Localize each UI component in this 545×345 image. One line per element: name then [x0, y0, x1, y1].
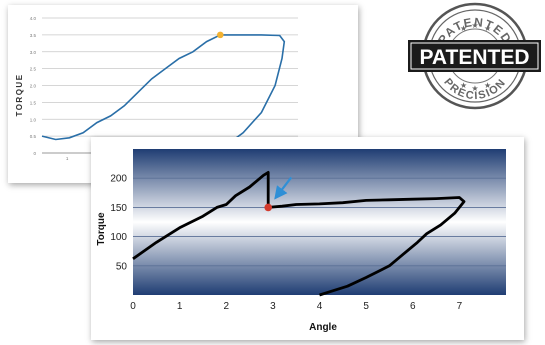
front-x-tick-label: 3 — [270, 301, 276, 312]
front-x-tick-label: 5 — [363, 301, 369, 312]
front-y-tick-labels: 50 100 150 200 — [110, 174, 127, 273]
front-torque-angle-chart: 50 100 150 200 0 1 2 3 4 5 6 7 Torque Angle — [96, 149, 506, 333]
front-y-tick-label: 200 — [110, 174, 127, 185]
patented-seal-icon: PATENTED PRECISION ★ ★ ★ ★ ★ ★ PATENTED — [408, 2, 541, 110]
star-icon: ★ — [471, 84, 478, 93]
front-x-tick-label: 7 — [457, 301, 463, 312]
front-chart-card: 50 100 150 200 0 1 2 3 4 5 6 7 Torque Angle — [91, 137, 524, 340]
front-x-tick-label: 2 — [223, 301, 229, 312]
back-y-tick-label: 0 — [33, 151, 36, 156]
star-icon: ★ — [484, 24, 491, 33]
stamp-banner-text: PATENTED — [419, 46, 529, 69]
front-x-tick-label: 0 — [130, 301, 136, 312]
back-y-tick-labels: 0 0.5 1.0 1.5 2.0 2.5 3.0 3.5 4.0 — [30, 16, 37, 156]
front-x-tick-labels: 0 1 2 3 4 5 6 7 — [130, 301, 462, 312]
back-gridlines — [42, 17, 298, 154]
front-y-tick-label: 150 — [110, 203, 127, 214]
front-x-tick-label: 6 — [410, 301, 416, 312]
front-y-tick-label: 50 — [116, 261, 128, 272]
star-icon: ★ — [484, 81, 491, 90]
front-y-axis-title: Torque — [96, 212, 107, 246]
star-icon: ★ — [460, 81, 467, 90]
back-peak-marker — [216, 31, 224, 39]
front-peak-marker — [264, 203, 273, 212]
stamp-banner — [408, 40, 541, 72]
front-y-tick-label: 100 — [110, 232, 127, 243]
front-series-line — [132, 171, 466, 297]
front-x-tick-label: 1 — [177, 301, 183, 312]
back-y-axis-title: TORQUE — [15, 73, 24, 116]
back-x-tick-labels: 1 — [66, 156, 69, 161]
front-x-tick-label: 4 — [317, 301, 323, 312]
back-x-tick-label: 1 — [66, 156, 69, 161]
patented-stamp: PATENTED PRECISION ★ ★ ★ ★ ★ ★ PATENTED — [404, 0, 545, 112]
star-icon: ★ — [460, 24, 467, 33]
back-series-line — [41, 34, 286, 154]
back-y-tick-label: 1.0 — [30, 117, 37, 122]
star-icon: ★ — [471, 21, 478, 30]
front-annotation-arrow — [274, 176, 293, 200]
back-y-tick-label: 0.5 — [30, 134, 37, 139]
front-gridlines — [133, 177, 506, 267]
back-y-tick-label: 4.0 — [30, 16, 37, 21]
back-y-tick-label: 2.5 — [30, 67, 37, 72]
back-y-tick-label: 1.5 — [30, 100, 37, 105]
back-y-tick-label: 3.0 — [30, 50, 37, 55]
back-y-tick-label: 2.0 — [30, 84, 37, 89]
front-x-axis-title: Angle — [309, 322, 337, 333]
back-y-tick-label: 3.5 — [30, 33, 37, 38]
